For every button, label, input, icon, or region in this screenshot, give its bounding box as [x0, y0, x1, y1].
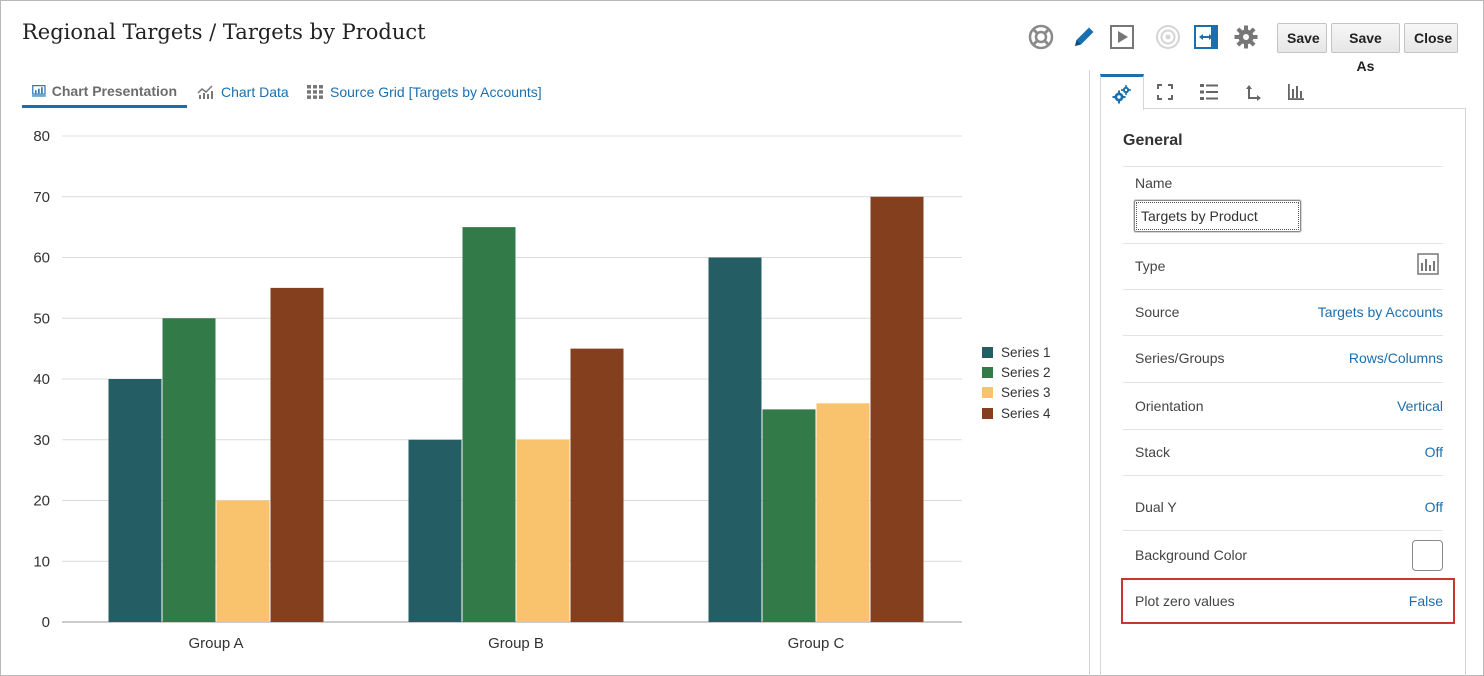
background-color-swatch[interactable] [1412, 540, 1443, 571]
y-tick-label: 10 [33, 553, 50, 570]
legend-item: Series 3 [982, 383, 1051, 403]
chart-presentation-icon [32, 84, 46, 97]
grid-icon [307, 85, 323, 99]
y-tick-label: 0 [42, 614, 50, 631]
row-divider [1123, 530, 1443, 531]
row-divider [1123, 475, 1443, 476]
bar-chart: 0 10 20 30 40 50 60 70 80 Group A Group B Group C [33, 128, 962, 652]
bar-chart-icon [1288, 84, 1304, 100]
x-tick-label: Group C [788, 635, 845, 652]
pencil-icon[interactable] [1070, 23, 1098, 51]
y-tick-label: 50 [33, 310, 50, 327]
row-divider [1123, 166, 1443, 167]
lifebuoy-icon[interactable] [1027, 23, 1055, 51]
bar [870, 196, 924, 622]
properties-panel [1100, 108, 1466, 676]
type-label: Type [1135, 258, 1166, 274]
tab-source-grid-label: Source Grid [Targets by Accounts] [330, 84, 542, 100]
close-button[interactable]: Close [1404, 23, 1458, 53]
name-input[interactable] [1134, 200, 1301, 232]
bar [762, 409, 816, 622]
row-divider [1123, 243, 1443, 244]
row-divider [1123, 429, 1443, 430]
row-divider [1123, 335, 1443, 336]
bar [408, 439, 462, 622]
panel-heading: General [1123, 132, 1183, 149]
x-tick-label: Group A [188, 635, 243, 652]
legend-swatch [982, 346, 993, 358]
save-as-button[interactable]: Save As [1331, 23, 1400, 74]
dual-y-value-link[interactable]: Off [1424, 499, 1443, 515]
legend-label: Series 3 [1001, 385, 1051, 401]
background-color-label: Background Color [1135, 547, 1248, 563]
dual-y-label: Dual Y [1135, 499, 1177, 515]
legend-label: Series 4 [1001, 405, 1051, 421]
series-groups-value-link[interactable]: Rows/Columns [1348, 350, 1443, 366]
legend-label: Series 1 [1001, 344, 1051, 360]
legend-swatch [982, 366, 993, 378]
bar [570, 348, 624, 622]
stack-label: Stack [1135, 444, 1171, 460]
y-tick-label: 80 [33, 128, 50, 145]
tab-chart-data-label: Chart Data [221, 84, 289, 100]
tab-chart-presentation-label: Chart Presentation [51, 82, 177, 99]
row-divider [1123, 289, 1443, 290]
tab-chart-data[interactable]: Chart Data [197, 76, 289, 108]
target-icon[interactable] [1154, 23, 1182, 51]
chart-data-icon [197, 85, 213, 99]
series-groups-label: Series/Groups [1135, 350, 1225, 366]
bar [270, 287, 324, 622]
bar [816, 403, 870, 622]
chart-type-icon[interactable] [1417, 253, 1439, 280]
list-icon [1200, 84, 1218, 100]
legend-label: Series 2 [1001, 364, 1051, 380]
bar [162, 318, 216, 622]
panel-tab-layout[interactable] [1143, 74, 1187, 110]
panel-tab-general[interactable] [1100, 74, 1144, 110]
gear-icon[interactable] [1232, 23, 1260, 51]
y-tick-label: 40 [33, 371, 50, 388]
x-tick-label: Group B [488, 635, 544, 652]
bar [462, 227, 516, 622]
orientation-label: Orientation [1135, 398, 1204, 414]
chart-legend: Series 1 Series 2 Series 3 Series 4 [982, 342, 1051, 423]
bar [108, 379, 162, 622]
legend-item: Series 2 [982, 362, 1051, 382]
y-tick-label: 60 [33, 250, 50, 267]
page-title: Regional Targets / Targets by Product [22, 20, 426, 44]
y-tick-label: 70 [33, 189, 50, 206]
axis-icon [1246, 85, 1261, 101]
panel-tab-series[interactable] [1274, 74, 1318, 110]
orientation-value-link[interactable]: Vertical [1397, 398, 1443, 414]
save-button[interactable]: Save [1277, 23, 1327, 53]
panel-tab-legend[interactable] [1187, 74, 1231, 110]
panel-divider [1089, 70, 1090, 676]
source-value-link[interactable]: Targets by Accounts [1317, 304, 1443, 320]
bar [708, 257, 762, 622]
plot-zero-label: Plot zero values [1135, 593, 1235, 609]
gears-icon [1112, 84, 1131, 103]
tab-chart-presentation[interactable]: Chart Presentation [22, 76, 187, 108]
bar [516, 439, 570, 622]
legend-item: Series 4 [982, 403, 1051, 423]
tab-source-grid[interactable]: Source Grid [Targets by Accounts] [306, 76, 542, 108]
legend-swatch [982, 387, 993, 399]
panel-tab-axis[interactable] [1231, 74, 1275, 110]
fit-width-icon[interactable] [1192, 23, 1220, 51]
legend-swatch [982, 407, 993, 419]
play-icon[interactable] [1108, 23, 1136, 51]
source-label: Source [1135, 304, 1180, 320]
row-divider [1123, 382, 1443, 383]
bar [216, 500, 270, 622]
plot-zero-value-link[interactable]: False [1408, 593, 1443, 609]
legend-item: Series 1 [982, 342, 1051, 362]
expand-icon [1157, 84, 1173, 100]
stack-value-link[interactable]: Off [1424, 444, 1443, 460]
y-tick-label: 20 [33, 493, 50, 510]
name-label: Name [1135, 175, 1173, 191]
y-tick-label: 30 [33, 432, 50, 449]
highlight-box [1121, 578, 1455, 624]
